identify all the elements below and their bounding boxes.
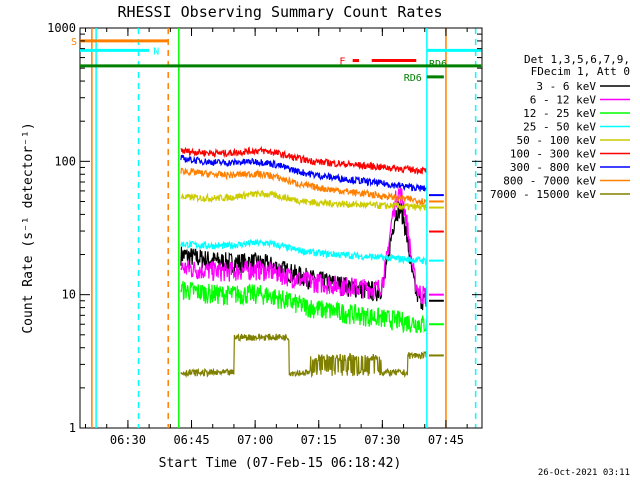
series-line-3 [180,280,428,334]
legend: Det 1,3,5,6,7,9,FDecim 1, Att 0 3 - 6 keV… [490,53,630,201]
x-tick-label: 07:15 [301,433,337,447]
series-line-4 [180,238,428,266]
series-layer [91,28,477,428]
y-tick-label: 10 [62,288,76,302]
legend-entry-label: 6 - 12 keV [530,94,597,107]
x-tick-label: 06:45 [173,433,209,447]
x-tick-label: 07:00 [237,433,273,447]
y-tick-label: 1000 [47,21,76,35]
flag-label-s: S [71,37,77,48]
legend-header-line: FDecim 1, Att 0 [531,65,630,78]
legend-entry-label: 100 - 300 keV [510,148,596,161]
series-line-6 [180,145,428,176]
legend-entry-label: 50 - 100 keV [517,134,597,147]
plot-area [79,27,483,429]
timestamp: 26-Oct-2021 03:11 [538,468,630,478]
flag-bars-layer: S N F RD6 RD6 [71,37,482,84]
series-line-1 [180,201,428,311]
series-line-7 [180,154,428,192]
series-line-8 [180,167,428,206]
series-line-5 [180,189,428,212]
legend-entry-label: 12 - 25 keV [523,107,596,120]
flag-label-rd6: RD6 [404,73,422,84]
x-tick-label: 07:45 [428,433,464,447]
legend-entry-label: 800 - 7000 keV [503,175,596,188]
x-tick-label: 07:30 [364,433,400,447]
x-tick-label: 06:30 [110,433,146,447]
y-tick-label: 100 [54,154,76,168]
axes-layer: 06:30 06:45 07:00 07:15 07:30 07:45 1 10 100 1000 [47,21,482,447]
legend-entry-label: 300 - 800 keV [510,161,596,174]
series-line-9 [180,333,428,379]
flag-label-f: F [339,57,345,68]
plot-frame [79,27,483,429]
x-axis-label: Start Time (07-Feb-15 06:18:42) [159,456,402,471]
legend-entry-label: 25 - 50 keV [523,121,596,134]
y-axis-label: Count Rate (s⁻¹ detector⁻¹) [21,122,36,333]
flag-label-n: N [153,46,159,57]
legend-entry-label: 7000 - 15000 keV [490,188,596,201]
flag-label-rd6: RD6 [429,59,447,70]
chart-title: RHESSI Observing Summary Count Rates [117,3,442,21]
y-tick-label: 1 [69,421,76,435]
legend-entry-label: 3 - 6 keV [536,80,596,93]
legend-header-line: Det 1,3,5,6,7,9, [524,53,630,66]
